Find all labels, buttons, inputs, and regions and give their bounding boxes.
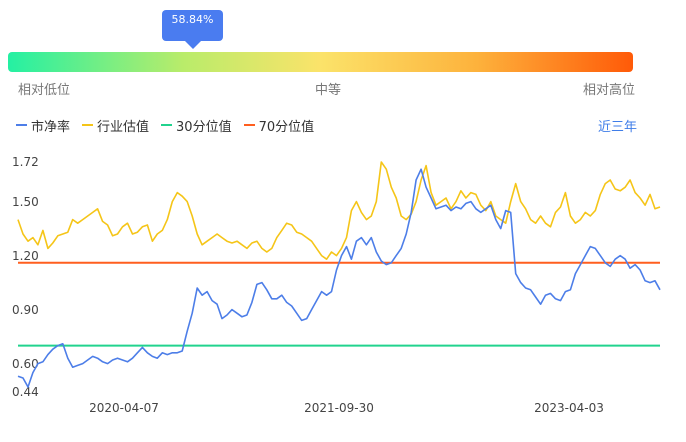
x-tick-label: 2021-09-30	[304, 401, 374, 415]
legend-label-p70: 70分位值	[258, 119, 315, 135]
y-tick-label: 1.72	[12, 155, 39, 169]
plot-area	[17, 161, 661, 388]
percentile-gradient-bar	[8, 52, 633, 72]
chart-legend: 市净率 行业估值 30分位值 70分位值	[16, 116, 326, 135]
y-tick-label: 0.44	[12, 385, 39, 399]
legend-swatch-p30	[161, 124, 173, 126]
legend-item-p30[interactable]: 30分位值	[161, 116, 232, 135]
y-axis: 1.72 1.50 1.20 0.90 0.60 0.44	[12, 155, 39, 399]
x-tick-label: 2023-04-03	[534, 401, 604, 415]
legend-label-p30: 30分位值	[176, 119, 232, 135]
y-tick-label: 0.90	[12, 303, 39, 317]
x-axis: 2020-04-07 2021-09-30 2023-04-03	[89, 401, 604, 415]
y-tick-label: 1.50	[12, 195, 39, 209]
legend-swatch-industry	[82, 124, 94, 126]
legend-swatch-p70	[243, 124, 255, 126]
legend-label-pb: 市净率	[31, 119, 71, 135]
legend-item-pb[interactable]: 市净率	[16, 116, 70, 135]
percentile-badge: 58.84%	[162, 10, 223, 49]
y-tick-label: 0.60	[12, 357, 39, 371]
pb-line	[17, 168, 661, 388]
scale-label-mid: 中等	[315, 83, 342, 98]
legend-item-p70[interactable]: 70分位值	[243, 116, 315, 135]
legend-swatch-pb	[16, 124, 27, 126]
legend-label-industry: 行业估值	[97, 119, 150, 135]
x-tick-label: 2020-04-07	[89, 401, 159, 415]
legend-item-industry[interactable]: 行业估值	[82, 116, 149, 135]
scale-label-low: 相对低位	[18, 83, 71, 98]
period-selector[interactable]: 近三年	[598, 120, 638, 135]
scale-label-high: 相对高位	[583, 83, 636, 98]
y-tick-label: 1.20	[12, 249, 39, 263]
percentile-value: 58.84%	[171, 13, 214, 26]
industry-line	[17, 161, 661, 261]
